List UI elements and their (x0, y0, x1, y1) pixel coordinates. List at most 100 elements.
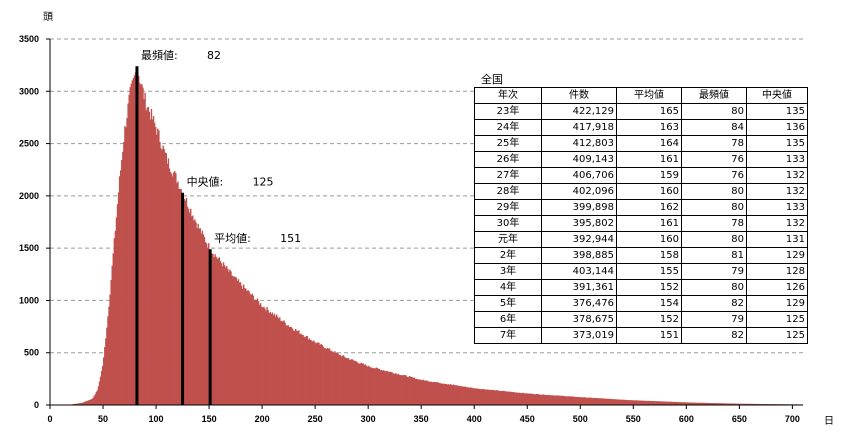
histogram-bar (411, 377, 414, 405)
histogram-bar (119, 170, 122, 405)
histogram-bar (426, 380, 428, 405)
histogram-bar (395, 373, 398, 405)
histogram-bar (340, 356, 343, 405)
histogram-bar (142, 87, 144, 406)
histogram-bar (563, 395, 565, 405)
histogram-bar (257, 301, 260, 405)
histogram-bar (589, 397, 592, 405)
histogram-bar (203, 237, 206, 405)
histogram-bar (629, 400, 631, 405)
histogram-bar (749, 403, 752, 405)
histogram-bar (492, 389, 494, 405)
histogram-bar (743, 403, 746, 405)
histogram-bar (569, 396, 572, 405)
histogram-bar (656, 401, 659, 405)
table-row: 27年 406,706 159 76 132 (474, 167, 808, 184)
histogram-bar (427, 381, 429, 405)
histogram-bar (692, 402, 695, 405)
histogram-bar (685, 402, 687, 405)
histogram-bar (373, 368, 375, 405)
histogram-bar (219, 261, 222, 405)
x-tick-labels: 0 50 100 150 200 250 300 350 400 450 500 550 600 650 7… (47, 414, 799, 424)
histogram-bar (560, 395, 562, 405)
histogram-bar (269, 312, 271, 405)
histogram-bar (596, 398, 598, 405)
histogram-bar (493, 390, 495, 405)
histogram-bar (583, 397, 585, 405)
histogram-bar (722, 403, 724, 405)
histogram-bar (165, 153, 168, 405)
histogram-bar (131, 80, 134, 405)
histogram-bar (202, 234, 205, 405)
histogram-bar (166, 163, 169, 405)
histogram-bar (380, 369, 383, 405)
x-tick-label: 450 (520, 414, 535, 424)
histogram-bar (204, 242, 207, 405)
table-cell: 76 (681, 151, 747, 168)
histogram-bar (322, 346, 324, 405)
histogram-bar (367, 366, 369, 405)
histogram-bar (510, 391, 512, 405)
histogram-bar (745, 403, 748, 405)
histogram-bar (654, 401, 656, 405)
table-cell: 125 (746, 311, 808, 328)
histogram-bar (574, 396, 577, 405)
histogram-bar (756, 403, 758, 405)
histogram-bar (431, 382, 434, 405)
histogram-bar (177, 181, 179, 405)
histogram-bar (703, 402, 705, 405)
histogram-bar (438, 383, 440, 405)
histogram-bar (276, 316, 279, 405)
histogram-bar (650, 401, 652, 405)
histogram-bar (748, 403, 751, 405)
histogram-bar (739, 403, 741, 405)
histogram-bar (423, 380, 425, 405)
histogram-bar (414, 379, 417, 405)
histogram-bar (443, 383, 445, 405)
histogram-bar (555, 395, 558, 405)
table-row: 25年 412,803 164 78 135 (474, 135, 808, 152)
histogram-bar (79, 403, 82, 405)
histogram-bar (377, 368, 380, 405)
histogram-bar (249, 293, 251, 405)
histogram-bar (86, 401, 88, 405)
histogram-bar (99, 376, 102, 405)
histogram-bar (122, 151, 124, 405)
histogram-bar (709, 403, 712, 405)
histogram-bar (407, 377, 409, 405)
table-cell: 2年 (474, 247, 542, 264)
x-tick-label: 500 (573, 414, 588, 424)
histogram-bar (410, 376, 413, 405)
table-cell: 132 (746, 167, 808, 184)
histogram-bar (677, 402, 680, 405)
histogram-bar (729, 403, 732, 405)
histogram-bar (354, 361, 356, 405)
histogram-bar (584, 397, 586, 405)
histogram-bar (248, 290, 250, 405)
histogram-bar (418, 379, 420, 405)
table-cell: 158 (616, 247, 682, 264)
histogram-bar (597, 398, 599, 405)
histogram-bar (379, 370, 382, 405)
histogram-bar (109, 294, 111, 405)
histogram-bar (667, 401, 669, 405)
histogram-bar (88, 400, 90, 405)
table-cell: 399,898 (541, 199, 617, 216)
histogram-bar (538, 394, 541, 405)
histogram-bar (741, 403, 743, 405)
column-header-median: 中央値 (746, 87, 808, 104)
histogram-bar (457, 385, 459, 405)
histogram-bar (231, 275, 233, 405)
histogram-bar (472, 388, 474, 405)
histogram-bar (239, 282, 242, 405)
histogram-bar (385, 371, 387, 405)
histogram-bar (285, 325, 287, 405)
histogram-bar (82, 402, 85, 405)
histogram-bar (185, 197, 188, 405)
histogram-bar (319, 345, 321, 405)
histogram-bar (632, 400, 634, 405)
histogram-bar (712, 403, 715, 405)
table-cell: 160 (616, 183, 682, 200)
histogram-bar (564, 396, 566, 405)
table-cell: 161 (616, 215, 682, 232)
